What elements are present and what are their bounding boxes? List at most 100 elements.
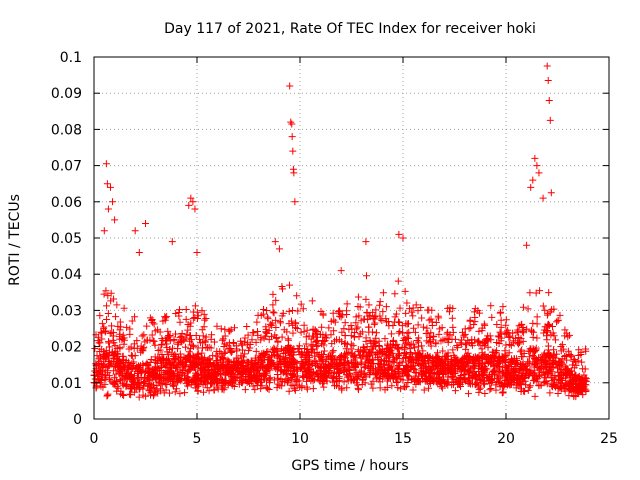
data-point bbox=[532, 360, 540, 368]
data-point bbox=[220, 343, 228, 351]
data-point bbox=[276, 319, 284, 327]
data-point bbox=[214, 379, 222, 387]
data-point bbox=[309, 385, 317, 393]
data-point bbox=[241, 364, 249, 372]
data-point bbox=[435, 330, 443, 338]
data-point bbox=[477, 365, 485, 373]
data-point bbox=[359, 375, 367, 383]
data-point bbox=[475, 327, 483, 335]
data-point bbox=[213, 363, 221, 371]
data-point bbox=[146, 391, 154, 399]
data-point bbox=[448, 314, 456, 322]
data-point bbox=[352, 319, 360, 327]
data-point bbox=[557, 376, 565, 384]
data-point bbox=[368, 355, 376, 363]
data-point bbox=[247, 375, 255, 382]
data-point bbox=[481, 389, 489, 397]
data-point bbox=[372, 342, 380, 350]
data-point bbox=[168, 349, 176, 357]
data-point bbox=[263, 364, 271, 372]
data-point bbox=[559, 345, 567, 353]
data-point bbox=[190, 363, 198, 371]
data-point bbox=[202, 333, 210, 341]
data-point bbox=[148, 331, 156, 339]
data-point bbox=[400, 349, 408, 357]
data-point bbox=[199, 332, 207, 340]
data-point bbox=[349, 342, 357, 350]
data-point bbox=[239, 377, 247, 385]
data-point bbox=[353, 369, 361, 377]
data-point bbox=[518, 353, 526, 361]
data-point bbox=[494, 377, 502, 385]
data-point bbox=[379, 289, 387, 297]
data-point bbox=[535, 372, 543, 380]
data-point bbox=[418, 314, 426, 322]
data-point bbox=[331, 382, 339, 390]
data-point bbox=[182, 315, 190, 323]
data-point bbox=[238, 379, 246, 387]
outlier-point bbox=[543, 62, 551, 70]
data-point bbox=[117, 323, 125, 331]
data-point bbox=[405, 320, 413, 328]
data-point bbox=[411, 328, 419, 336]
data-point bbox=[426, 364, 434, 372]
data-point bbox=[330, 374, 338, 382]
data-point bbox=[410, 375, 418, 383]
data-point bbox=[108, 322, 116, 330]
data-point bbox=[127, 391, 135, 399]
data-point bbox=[142, 361, 150, 369]
data-point bbox=[487, 302, 495, 310]
data-point bbox=[499, 303, 507, 311]
data-point bbox=[415, 372, 423, 380]
data-point bbox=[524, 305, 532, 313]
data-point bbox=[562, 352, 570, 360]
data-point bbox=[160, 389, 168, 397]
data-point bbox=[151, 365, 159, 373]
data-point bbox=[554, 317, 562, 325]
data-point bbox=[288, 317, 296, 325]
data-point bbox=[464, 390, 472, 398]
data-point bbox=[203, 384, 211, 392]
data-point bbox=[493, 339, 501, 347]
data-point bbox=[539, 302, 547, 310]
data-point bbox=[365, 323, 373, 331]
data-point bbox=[419, 323, 427, 331]
data-point bbox=[183, 356, 191, 364]
data-point bbox=[505, 349, 513, 357]
data-point bbox=[253, 381, 261, 389]
data-point bbox=[510, 337, 518, 345]
data-point bbox=[110, 339, 118, 347]
data-point bbox=[189, 308, 197, 316]
outlier-point bbox=[287, 118, 295, 126]
outlier-point bbox=[362, 238, 370, 246]
x-tick-label: 10 bbox=[291, 431, 309, 447]
data-point bbox=[503, 364, 511, 372]
data-point bbox=[112, 370, 120, 378]
data-point bbox=[372, 329, 380, 337]
data-point bbox=[135, 393, 143, 401]
data-point bbox=[409, 340, 417, 348]
data-point bbox=[481, 380, 489, 388]
data-point bbox=[403, 299, 411, 307]
data-point bbox=[329, 309, 337, 317]
data-point bbox=[475, 388, 483, 396]
data-point bbox=[230, 324, 238, 332]
data-point bbox=[258, 358, 266, 366]
data-point bbox=[359, 351, 367, 359]
data-point bbox=[254, 366, 262, 374]
y-tick-label: 0.01 bbox=[51, 376, 82, 392]
data-point bbox=[484, 374, 492, 382]
data-point bbox=[205, 387, 213, 395]
data-point bbox=[420, 386, 428, 394]
data-point bbox=[401, 350, 409, 358]
data-point bbox=[483, 337, 491, 345]
data-point bbox=[478, 375, 486, 383]
data-point bbox=[389, 338, 397, 346]
data-point bbox=[564, 333, 572, 341]
data-point bbox=[110, 374, 118, 382]
data-point bbox=[461, 353, 469, 361]
data-point bbox=[151, 388, 159, 396]
data-point bbox=[402, 309, 410, 317]
data-point bbox=[564, 371, 572, 379]
data-point bbox=[430, 369, 438, 377]
